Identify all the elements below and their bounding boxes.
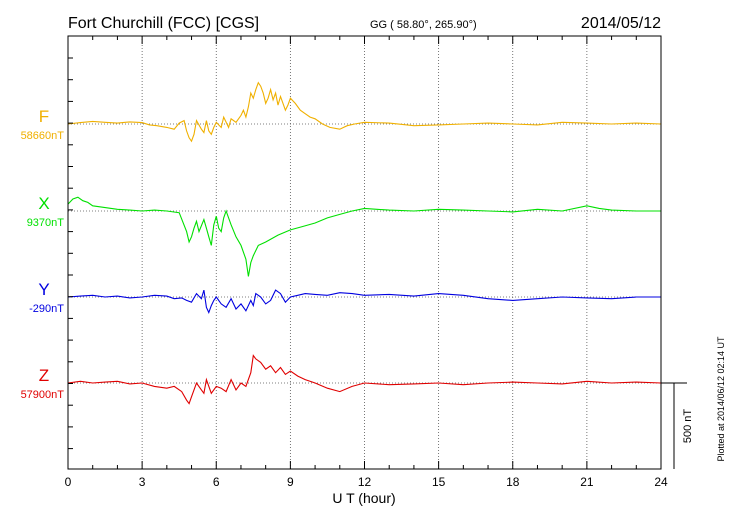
series-line-z <box>67 354 662 405</box>
x-tick-label: 21 <box>580 475 594 489</box>
x-tick-label: 9 <box>287 475 294 489</box>
x-ticks: 0 3 6 9 12 15 18 21 24 <box>65 36 668 489</box>
series-name-z: Z <box>39 366 49 385</box>
scale-bar: 500 nT <box>661 382 694 469</box>
chart-title: Fort Churchill (FCC) [CGS] <box>68 15 259 32</box>
x-tick-label: 18 <box>506 475 520 489</box>
series-baseline-x: 9370nT <box>27 217 65 229</box>
station-coordinates: GG ( 58.80°, 265.90°) <box>370 19 477 31</box>
series-name-x: X <box>38 194 49 213</box>
x-tick-label: 6 <box>213 475 220 489</box>
series-line-x <box>67 196 661 277</box>
x-tick-label: 0 <box>65 475 72 489</box>
x-tick-label: 24 <box>654 475 668 489</box>
series-layer: F 58660nT X 9370nT Y -290nT Z 57900nT <box>21 81 662 405</box>
chart-date: 2014/05/12 <box>581 15 661 32</box>
series-line-f <box>67 81 662 143</box>
x-tick-label: 12 <box>358 475 372 489</box>
series-name-f: F <box>39 107 49 126</box>
series-baseline-z: 57900nT <box>21 389 65 401</box>
series-name-y: Y <box>38 280 49 299</box>
series-baseline-y: -290nT <box>29 303 64 315</box>
grid <box>141 36 588 469</box>
series-baseline-f: 58660nT <box>21 130 65 142</box>
x-axis-label: U T (hour) <box>332 490 395 506</box>
x-tick-label: 15 <box>432 475 446 489</box>
plotted-note: Plotted at 2014/06/12 02:14 UT <box>716 336 726 462</box>
scale-bar-label: 500 nT <box>682 409 694 444</box>
series-line-y <box>67 289 661 314</box>
x-tick-label: 3 <box>139 475 146 489</box>
